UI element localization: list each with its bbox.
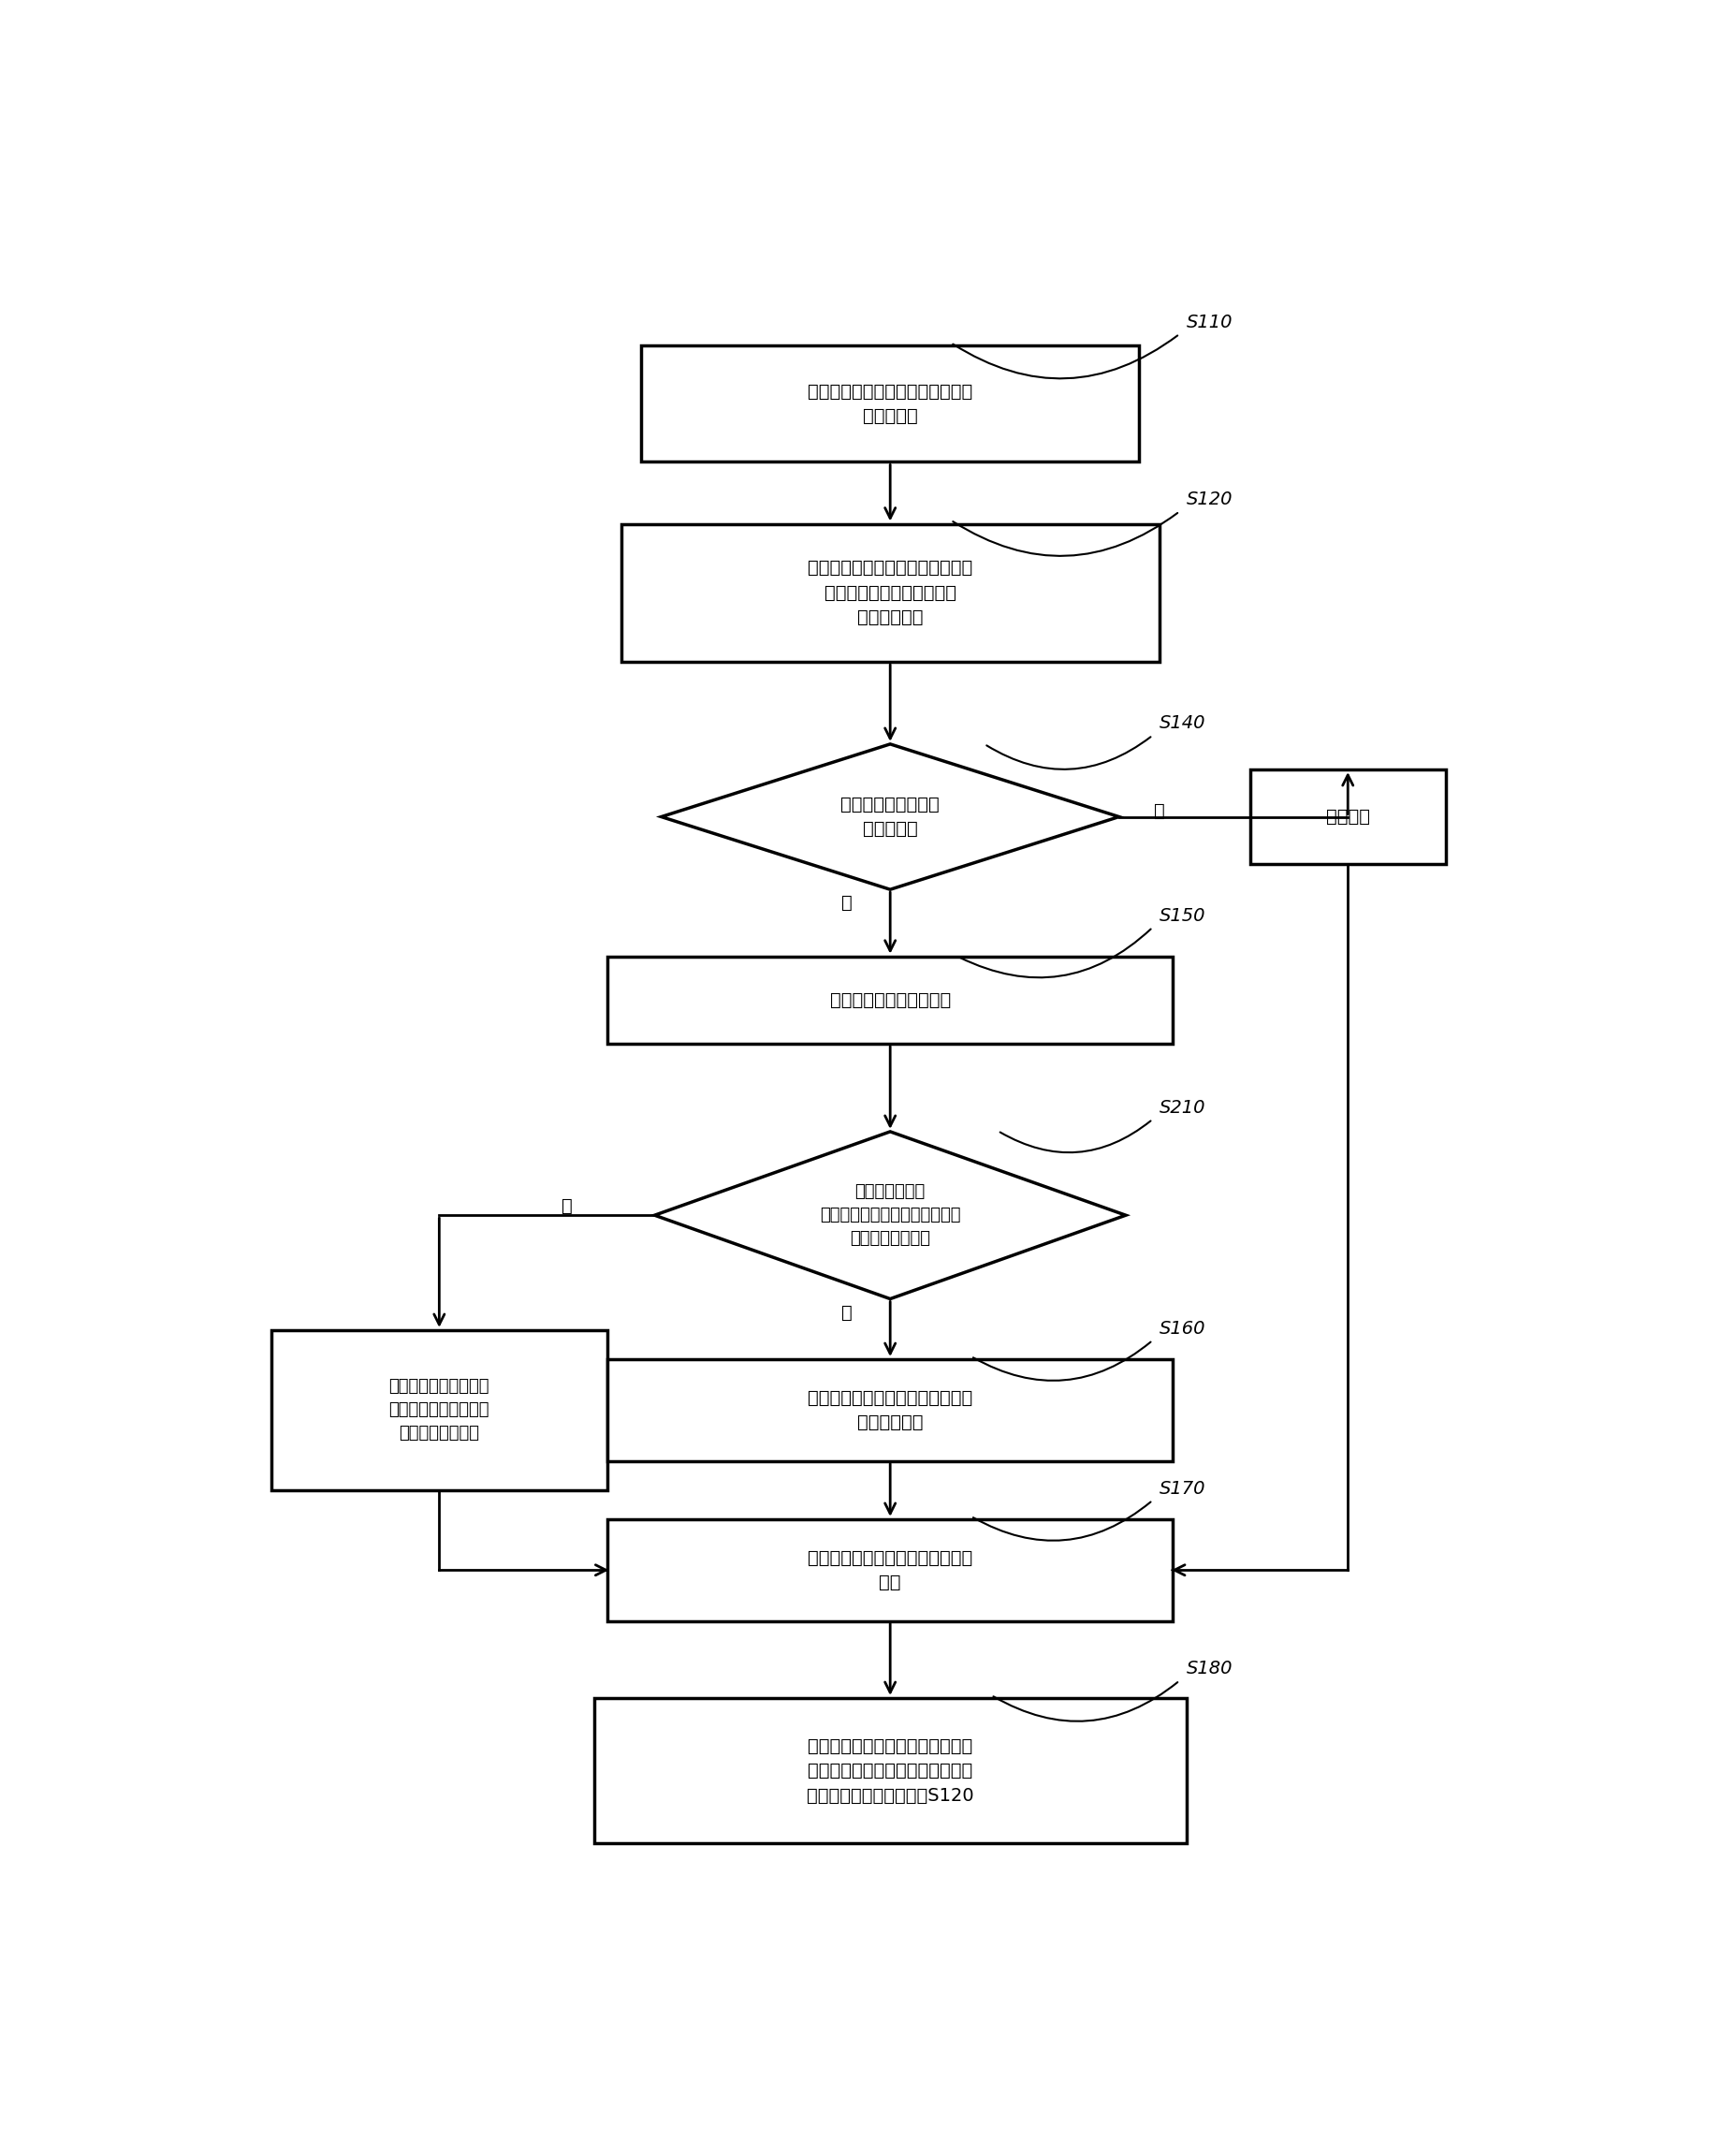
Text: 解析待解析字符串中所包含的首个
文件的文件路径和文件名，
确定首个文件: 解析待解析字符串中所包含的首个 文件的文件路径和文件名， 确定首个文件 [807,560,972,627]
Text: 判断是否存在与
首个文件的文件类型相同的已打
开的非可执行文件: 判断是否存在与 首个文件的文件类型相同的已打 开的非可执行文件 [819,1184,960,1247]
Text: 判断首个文件是否为
可执行文件: 判断首个文件是否为 可执行文件 [840,794,939,838]
Text: S120: S120 [1186,491,1233,508]
Text: 直接打开: 直接打开 [1325,807,1370,825]
Bar [594,1699,1186,1843]
Text: S170: S170 [1160,1479,1205,1496]
Text: 将从待解析字符串中去除首个文件
的文件路径和文件名的字符串确定
为待解析字符串返回步骤S120: 将从待解析字符串中去除首个文件 的文件路径和文件名的字符串确定 为待解析字符串返… [806,1737,974,1804]
Text: 识别首个文件的文件类型: 识别首个文件的文件类型 [830,990,950,1010]
Text: 采用用于打开已打开的
非可执行文件的应用程
序来打开首个文件: 采用用于打开已打开的 非可执行文件的应用程 序来打开首个文件 [389,1378,490,1443]
Bar [608,1520,1172,1621]
Text: 否: 否 [842,1305,852,1322]
Bar [608,956,1172,1044]
Text: 否: 否 [842,893,852,911]
Bar [641,347,1139,463]
Bar [1250,769,1444,863]
Text: S180: S180 [1186,1660,1233,1677]
Text: 基于文件类型查询与文件类型相匹
配的应用程序: 基于文件类型查询与文件类型相匹 配的应用程序 [807,1389,972,1432]
Text: S150: S150 [1160,906,1205,924]
Text: S110: S110 [1186,314,1233,332]
Text: S160: S160 [1160,1320,1205,1337]
Text: S210: S210 [1160,1098,1205,1117]
Text: 调用相匹配的应用程序来打开首个
文件: 调用相匹配的应用程序来打开首个 文件 [807,1548,972,1591]
Polygon shape [661,745,1118,889]
Bar [608,1359,1172,1462]
Text: 是: 是 [561,1197,573,1216]
Bar [271,1331,608,1490]
Text: 接收用户输入的一行字符，作为待
解析字符串: 接收用户输入的一行字符，作为待 解析字符串 [807,383,972,424]
Text: 是: 是 [1153,803,1165,820]
Polygon shape [654,1132,1125,1298]
Bar [621,523,1160,661]
Text: S140: S140 [1160,715,1205,732]
